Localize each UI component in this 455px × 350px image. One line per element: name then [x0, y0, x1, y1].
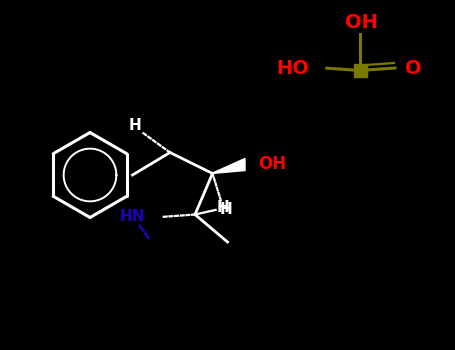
Text: OH: OH [344, 13, 378, 32]
Text: H: H [217, 200, 230, 215]
Text: OH: OH [258, 155, 287, 174]
Polygon shape [212, 159, 245, 174]
Bar [354, 63, 366, 77]
Text: HO: HO [276, 58, 309, 77]
Text: O: O [405, 58, 422, 77]
Text: H: H [129, 118, 142, 133]
Text: HN: HN [120, 210, 145, 224]
Text: H: H [220, 202, 233, 217]
